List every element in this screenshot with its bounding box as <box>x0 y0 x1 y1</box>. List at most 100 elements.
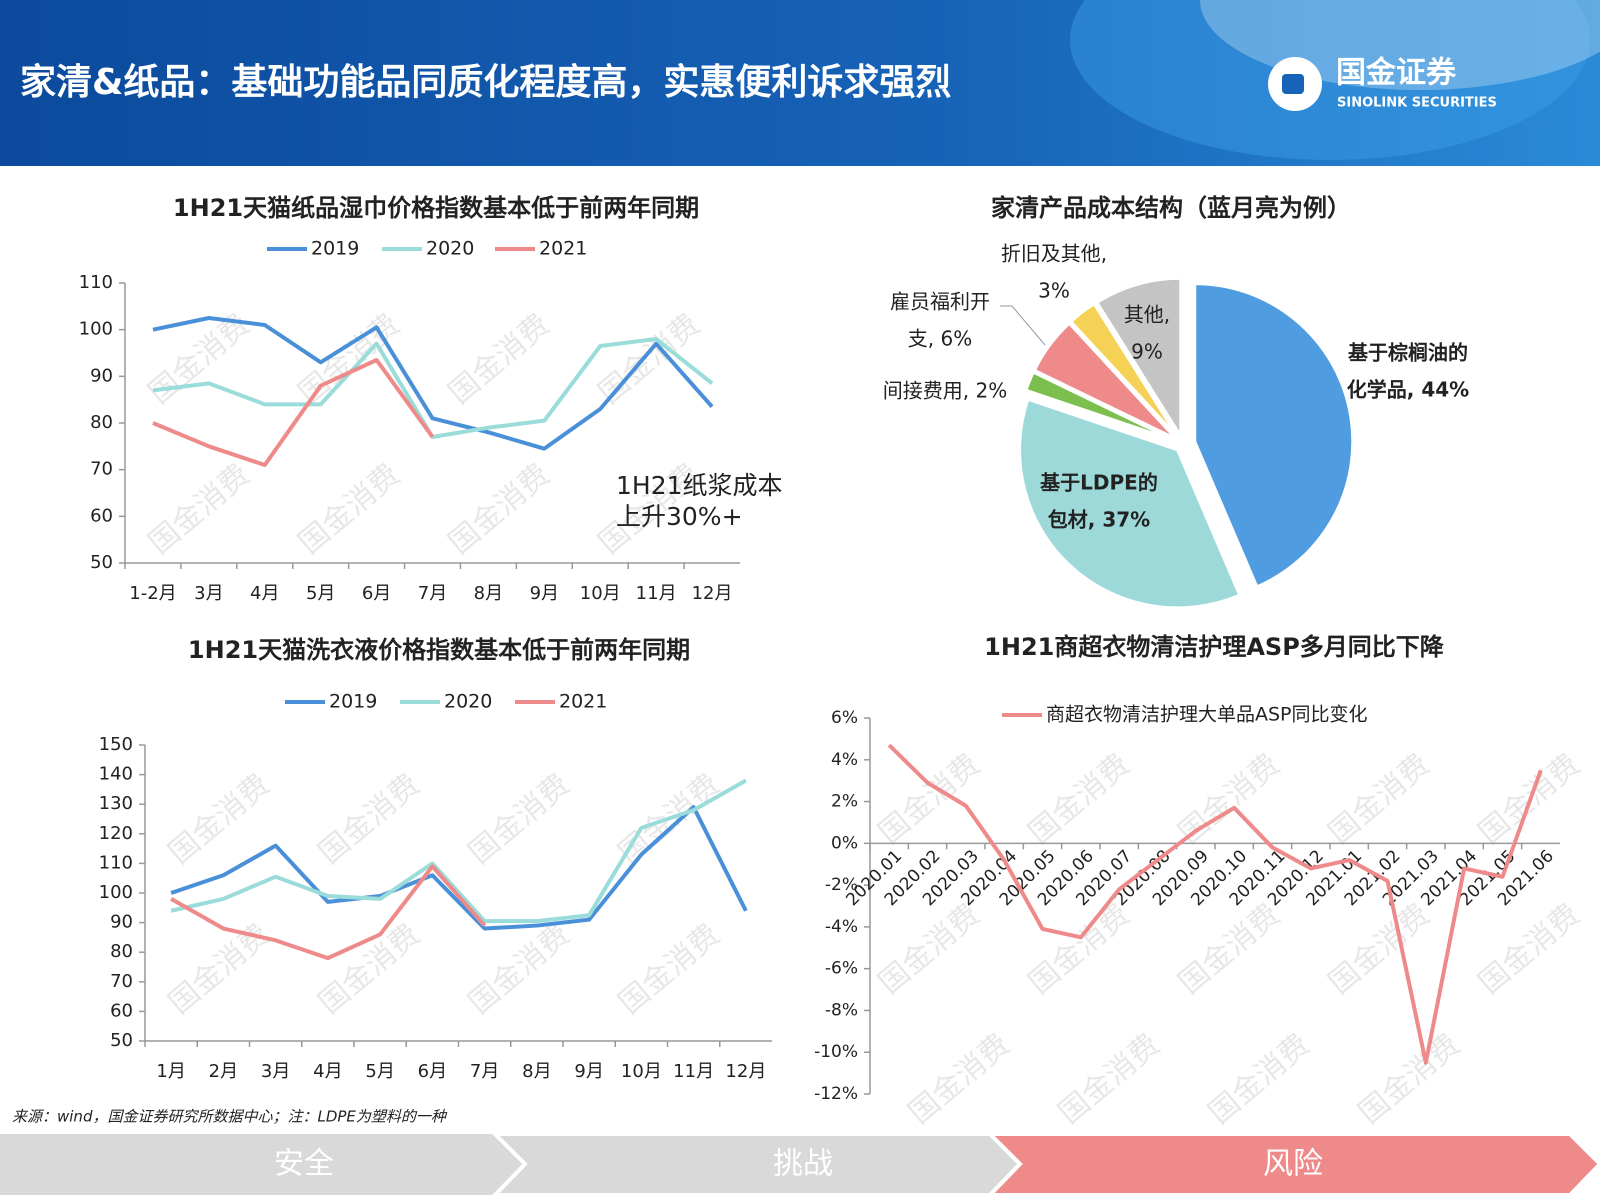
pie-label: 基于棕榈油的 <box>1348 341 1468 365</box>
watermark: 国金消费 <box>292 457 406 561</box>
y-tick-label: 6% <box>831 708 858 728</box>
watermark: 国金消费 <box>312 917 426 1021</box>
y-tick-label: -8% <box>825 1000 858 1020</box>
nav-arrow <box>490 1132 1023 1197</box>
watermark: 国金消费 <box>1322 747 1436 851</box>
chart-title: 家清产品成本结构（蓝月亮为例） <box>991 194 1351 222</box>
y-tick-label: 60 <box>110 1000 133 1021</box>
watermark: 国金消费 <box>292 307 406 411</box>
y-tick-label: 4% <box>831 750 858 770</box>
y-tick-label: 90 <box>110 912 133 933</box>
y-tick-label: 50 <box>90 552 113 573</box>
legend-label: 2020 <box>444 691 492 713</box>
leader-line <box>1000 305 1046 346</box>
series-line <box>170 778 747 924</box>
watermark: 国金消费 <box>162 917 276 1021</box>
logo-text: 国金证券 <box>1336 56 1457 91</box>
y-tick-label: -6% <box>825 959 858 979</box>
chart-title: 1H21天猫洗衣液价格指数基本低于前两年同期 <box>188 636 690 664</box>
watermark: 国金消费 <box>1022 747 1136 851</box>
y-tick-label: 80 <box>90 412 113 433</box>
watermark: 国金消费 <box>442 457 556 561</box>
y-tick-label: 80 <box>110 941 133 962</box>
nav-arrow <box>0 1134 525 1195</box>
pie-slice <box>1032 321 1178 441</box>
nav-item[interactable]: 风险 <box>1263 1147 1323 1182</box>
watermark: 国金消费 <box>872 747 986 851</box>
pie-slice <box>1094 276 1183 442</box>
y-tick-label: 110 <box>99 852 133 873</box>
annotation: 上升30%+ <box>616 502 743 531</box>
chart-title: 1H21商超衣物清洁护理ASP多月同比下降 <box>984 633 1445 661</box>
annotation: 1H21纸浆成本 <box>616 471 783 500</box>
legend-label: 商超衣物清洁护理大单品ASP同比变化 <box>1046 704 1368 726</box>
header-title: 家清&纸品：基础功能品同质化程度高，实惠便利诉求强烈 <box>20 62 951 103</box>
x-tick-label: 12月 <box>692 583 733 604</box>
pie-slice <box>1018 397 1242 610</box>
y-tick-label: 50 <box>110 1030 133 1051</box>
watermark: 国金消费 <box>1202 1027 1316 1131</box>
y-tick-label: -12% <box>814 1084 858 1104</box>
pie-label: 3% <box>1038 279 1070 303</box>
x-tick-label: 2月 <box>209 1061 238 1082</box>
x-tick-label: 6月 <box>362 583 391 604</box>
x-tick-label: 11月 <box>636 583 677 604</box>
y-tick-label: -2% <box>825 875 858 895</box>
y-tick-label: 0% <box>831 833 858 853</box>
x-tick-label: 5月 <box>306 583 335 604</box>
pie-label: 其他, <box>1124 303 1170 327</box>
watermark: 国金消费 <box>872 897 986 1001</box>
x-tick-label: 3月 <box>194 583 223 604</box>
watermark: 国金消费 <box>462 917 576 1021</box>
legend-label: 2021 <box>559 691 607 713</box>
legend-label: 2019 <box>311 238 359 260</box>
x-tick-label: 8月 <box>522 1061 551 1082</box>
x-tick-label: 7月 <box>418 583 447 604</box>
legend-label: 2020 <box>426 238 474 260</box>
x-tick-label: 7月 <box>470 1061 499 1082</box>
chart-title: 1H21天猫纸品湿巾价格指数基本低于前两年同期 <box>173 194 699 222</box>
x-tick-label: 9月 <box>530 583 559 604</box>
y-tick-label: -4% <box>825 917 858 937</box>
pie-slice <box>1068 301 1180 439</box>
watermark: 国金消费 <box>1322 897 1436 1001</box>
pie-label: 9% <box>1131 340 1163 364</box>
pie-label: 包材, 37% <box>1048 508 1150 532</box>
nav-item[interactable]: 安全 <box>274 1147 334 1182</box>
logo-mark <box>1282 74 1304 94</box>
x-tick-label: 1月 <box>156 1061 185 1082</box>
series-line <box>170 805 748 931</box>
x-tick-label: 10月 <box>580 583 621 604</box>
x-tick-label: 11月 <box>673 1061 714 1082</box>
y-tick-label: 100 <box>99 882 133 903</box>
series-line <box>170 864 487 961</box>
watermark: 国金消费 <box>1172 897 1286 1001</box>
pie-label: 化学品, 44% <box>1347 378 1469 402</box>
legend-label: 2021 <box>539 238 587 260</box>
pie-slice <box>1024 370 1177 443</box>
watermark: 国金消费 <box>312 767 426 871</box>
x-tick-label: 4月 <box>313 1061 342 1082</box>
y-tick-label: -10% <box>814 1042 858 1062</box>
pie-label: 折旧及其他, <box>1001 242 1107 266</box>
watermark: 国金消费 <box>902 1027 1016 1131</box>
watermark: 国金消费 <box>1022 897 1136 1001</box>
legend-label: 2019 <box>329 691 377 713</box>
x-tick-label: 9月 <box>574 1061 603 1082</box>
header-swoosh <box>1070 0 1590 160</box>
nav-arrow <box>985 1132 1600 1197</box>
watermark: 国金消费 <box>1472 897 1586 1001</box>
y-tick-label: 100 <box>79 319 113 340</box>
pie-label: 间接费用, 2% <box>883 379 1007 403</box>
y-tick-label: 110 <box>79 272 113 293</box>
x-tick-label: 1-2月 <box>129 583 176 604</box>
watermark: 国金消费 <box>612 917 726 1021</box>
y-tick-label: 130 <box>99 793 133 814</box>
nav-item[interactable]: 挑战 <box>773 1147 833 1182</box>
watermark: 国金消费 <box>442 307 556 411</box>
y-tick-label: 120 <box>99 823 133 844</box>
source-note: 来源：wind，国金证券研究所数据中心；注：LDPE为塑料的一种 <box>12 1108 448 1126</box>
watermark: 国金消费 <box>1352 1027 1466 1131</box>
watermark: 国金消费 <box>142 457 256 561</box>
